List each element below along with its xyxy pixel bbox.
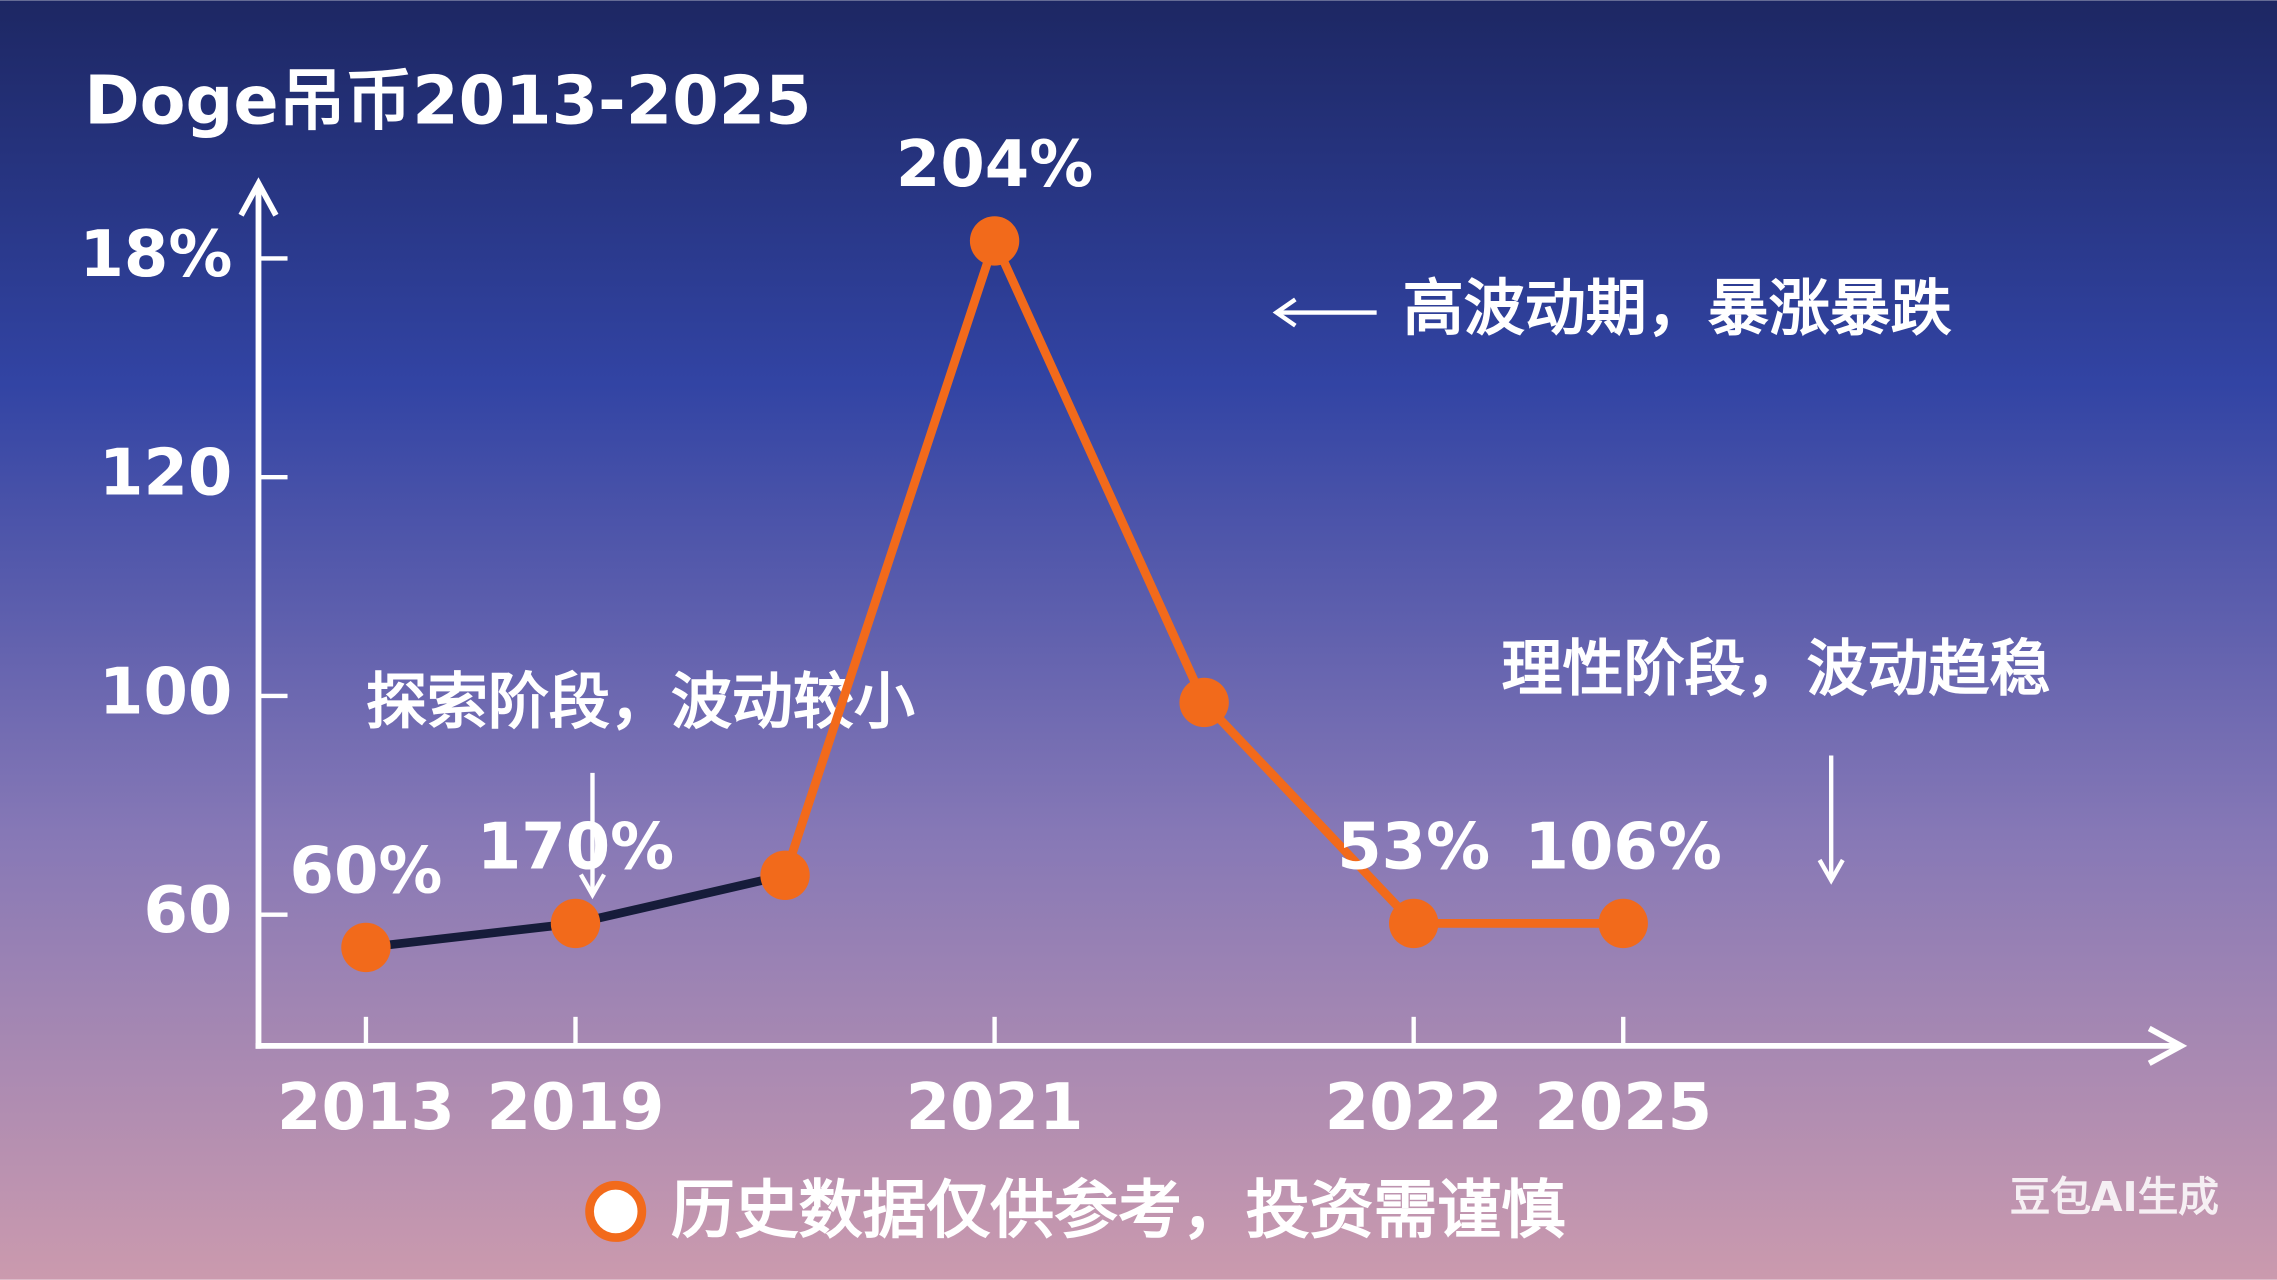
arrow-head (1272, 297, 1297, 328)
x-tick-label: 2025 (1534, 1071, 1712, 1145)
line-segment (361, 919, 580, 952)
point (1598, 898, 1648, 949)
point (1388, 898, 1439, 949)
annotation: 探索阶段，波动较小 (366, 667, 915, 738)
data-label: 60% (290, 834, 443, 908)
x-tick-label: 2019 (487, 1071, 665, 1145)
y-tick-label: 120 (99, 437, 232, 511)
point (550, 898, 601, 949)
x-axis-arrow (2147, 1025, 2188, 1066)
line-segment (990, 236, 1209, 707)
footnote: 历史数据仅供参考，投资需谨慎 (671, 1174, 1565, 1248)
data-label: 204% (896, 128, 1093, 202)
x-tick-label: 2013 (277, 1071, 455, 1145)
chart-title: Doge吊币2013-2025 (84, 61, 811, 139)
annotation: 高波动期，暴涨暴跌 (1403, 273, 1952, 344)
y-tick-label: 60 (143, 874, 232, 948)
data-label: 106% (1525, 810, 1722, 884)
line-segment (780, 236, 999, 880)
footnote-icon (585, 1180, 647, 1242)
axes (238, 177, 2188, 1066)
y-tick-label: 18% (79, 218, 232, 292)
watermark: 豆包AI生成 (2010, 1173, 2219, 1221)
arrow-head (578, 873, 606, 900)
annotation: 理性阶段，波动趋稳 (1502, 633, 2051, 704)
line-segment (1199, 698, 1419, 928)
y-tick-label: 100 (99, 655, 232, 729)
arrow-head (1817, 858, 1845, 885)
line-segment (571, 870, 790, 928)
y-axis-arrow (238, 177, 279, 217)
x-tick-label: 2022 (1325, 1071, 1503, 1145)
data-label: 53% (1337, 810, 1490, 884)
point (341, 922, 391, 973)
point (760, 850, 810, 900)
x-tick-label: 2021 (906, 1071, 1084, 1145)
annotation-arrows (578, 297, 1845, 900)
data-label: 170% (477, 810, 674, 884)
point (1179, 677, 1229, 728)
point (969, 216, 1020, 266)
